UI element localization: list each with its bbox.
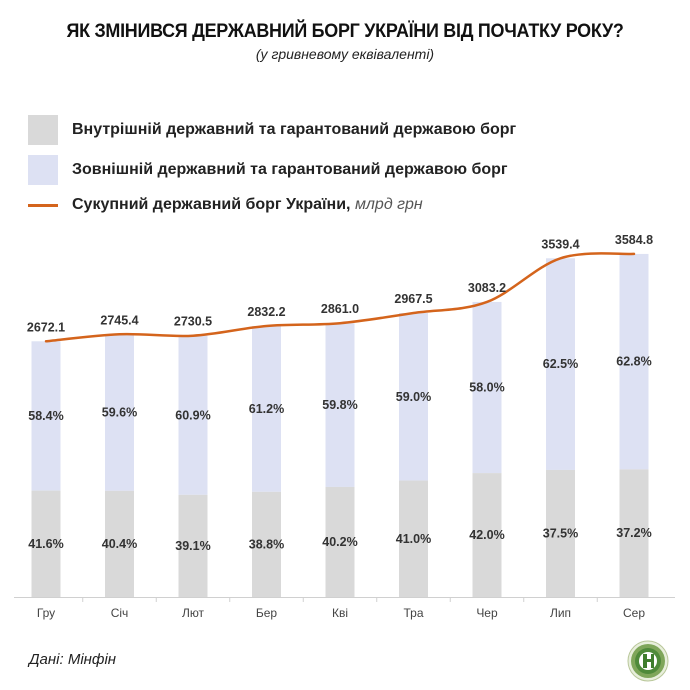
data-label-external: 59.0% (396, 390, 431, 404)
legend-item-external: Зовнішній державний та гарантований держ… (28, 155, 508, 185)
data-label-domestic: 37.5% (543, 526, 578, 540)
legend-label-total: Сукупний державний борг України, млрд гр… (72, 196, 423, 214)
data-label-external: 61.2% (249, 402, 284, 416)
data-label-external: 58.0% (469, 381, 504, 395)
bar-external (252, 325, 281, 492)
bar-domestic (325, 486, 355, 597)
data-label-external: 60.9% (175, 408, 210, 422)
x-tick-label: Тра (403, 606, 423, 620)
bar-domestic (252, 491, 281, 597)
data-label-total: 3083.2 (468, 281, 506, 295)
bar-external (325, 323, 355, 487)
legend-label-total-name: Сукупний державний борг України, (72, 196, 351, 213)
legend-item-total: Сукупний державний борг України, млрд гр… (28, 190, 423, 220)
legend-swatch-domestic (28, 115, 58, 145)
data-label-domestic: 41.0% (396, 532, 431, 546)
data-label-external: 59.8% (322, 398, 357, 412)
bar-domestic (105, 490, 134, 597)
data-label-domestic: 42.0% (469, 528, 504, 542)
data-label-domestic: 40.2% (322, 535, 357, 549)
legend-item-domestic: Внутрішній державний та гарантований дер… (28, 115, 516, 145)
bar-external (472, 301, 502, 474)
data-label-total: 2967.5 (394, 292, 432, 306)
bar-domestic (31, 490, 61, 597)
x-tick-label: Лип (550, 606, 571, 620)
bar-domestic (619, 469, 649, 597)
chart-title: ЯК ЗМІНИВСЯ ДЕРЖАВНИЙ БОРГ УКРАЇНИ ВІД П… (66, 20, 624, 42)
data-label-total: 2672.1 (27, 320, 65, 334)
total-debt-line (44, 252, 636, 343)
bar-domestic (546, 469, 575, 597)
bar-domestic (399, 480, 428, 597)
data-label-total: 2745.4 (100, 313, 138, 327)
data-label-external: 62.8% (616, 355, 651, 369)
x-tick-label: Січ (111, 606, 129, 620)
bar-external (178, 335, 208, 495)
x-tick-label: Кві (332, 606, 348, 620)
bar-external (399, 313, 428, 481)
publisher-logo-icon (627, 640, 669, 682)
data-label-total: 3539.4 (541, 237, 579, 251)
legend-swatch-external (28, 155, 58, 185)
x-tick-label: Лют (182, 606, 205, 620)
bar-external (619, 253, 649, 470)
data-label-total: 2730.5 (174, 315, 212, 329)
legend-label-external: Зовнішній державний та гарантований держ… (72, 161, 508, 178)
bar-domestic (472, 473, 502, 597)
bar-external (105, 334, 134, 491)
data-label-total: 2832.2 (247, 305, 285, 319)
data-label-total: 2861.0 (321, 302, 359, 316)
legend-label-total-unit: млрд грн (354, 196, 423, 213)
x-tick-label: Гру (37, 606, 55, 620)
legend-swatch-total-line (28, 203, 58, 207)
x-tick-label: Чер (476, 606, 498, 620)
bar-external (31, 341, 61, 491)
data-label-domestic: 41.6% (28, 537, 63, 551)
legend-label-domestic: Внутрішній державний та гарантований дер… (72, 121, 517, 138)
data-label-total: 3584.8 (615, 233, 653, 247)
data-label-domestic: 39.1% (175, 539, 210, 553)
x-tick-label: Сер (623, 606, 645, 620)
data-label-external: 59.6% (102, 406, 137, 420)
data-source: Дані: Мінфін (29, 651, 117, 668)
data-label-external: 58.4% (28, 409, 63, 423)
bar-external (546, 258, 575, 470)
bar-domestic (178, 494, 208, 597)
data-label-domestic: 38.8% (249, 537, 284, 551)
data-label-external: 62.5% (543, 357, 578, 371)
chart-subtitle: (у гривневому еквіваленті) (255, 46, 435, 62)
data-label-domestic: 37.2% (616, 526, 651, 540)
data-label-domestic: 40.4% (102, 537, 137, 551)
x-tick-label: Бер (256, 606, 278, 620)
